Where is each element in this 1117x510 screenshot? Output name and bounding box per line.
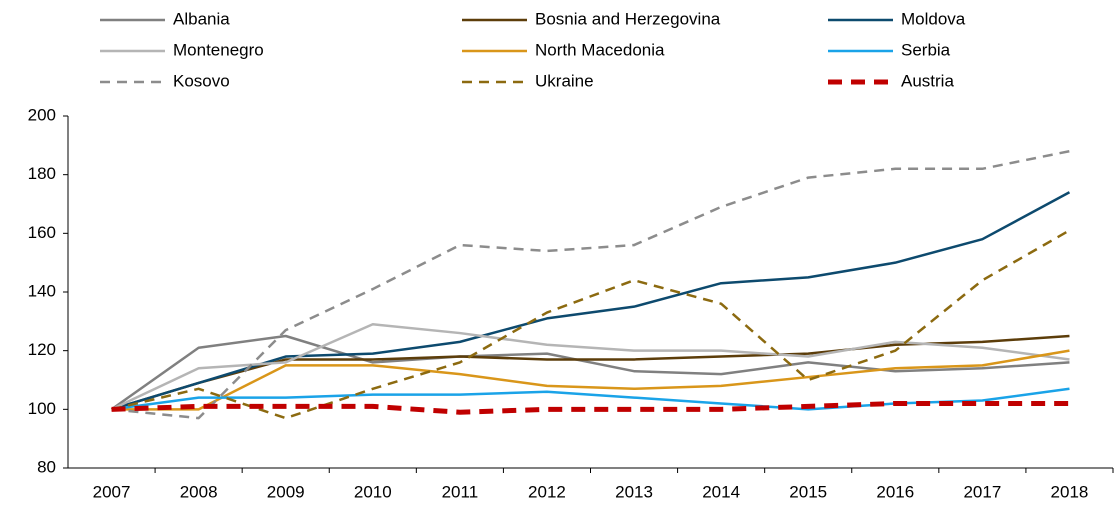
- x-tick-label: 2008: [180, 482, 218, 501]
- y-tick-label: 180: [28, 164, 56, 183]
- series-line: [111, 229, 1071, 420]
- series-line: [111, 349, 1070, 411]
- series-line: [111, 387, 1070, 411]
- x-tick-label: 2013: [615, 482, 653, 501]
- legend-label: Bosnia and Herzegovina: [535, 9, 721, 28]
- x-tick-label: 2015: [789, 482, 827, 501]
- legend-label: Serbia: [901, 40, 951, 59]
- x-tick-label: 2014: [702, 482, 740, 501]
- x-tick-label: 2009: [267, 482, 305, 501]
- x-tick-label: 2012: [528, 482, 566, 501]
- series-line: [111, 323, 1070, 411]
- y-tick-label: 200: [28, 105, 56, 124]
- legend-label: Austria: [901, 71, 954, 90]
- legend-label: Albania: [173, 9, 230, 28]
- y-tick-label: 80: [37, 457, 56, 476]
- y-tick-label: 120: [28, 340, 56, 359]
- legend-label: Ukraine: [535, 71, 594, 90]
- series-line: [111, 191, 1071, 411]
- y-tick-label: 140: [28, 281, 56, 300]
- x-tick-label: 2017: [963, 482, 1001, 501]
- x-tick-label: 2010: [354, 482, 392, 501]
- series-line: [111, 149, 1070, 420]
- y-tick-label: 160: [28, 223, 56, 242]
- x-tick-label: 2011: [442, 482, 479, 501]
- x-tick-label: 2018: [1051, 482, 1089, 501]
- legend-label: North Macedonia: [535, 40, 665, 59]
- series-line: [111, 400, 1070, 415]
- legend-label: Kosovo: [173, 71, 230, 90]
- legend-label: Moldova: [901, 9, 966, 28]
- legend-label: Montenegro: [173, 40, 264, 59]
- series-line: [110, 334, 1070, 411]
- y-tick-label: 100: [28, 399, 56, 418]
- x-tick-label: 2007: [93, 482, 131, 501]
- x-tick-label: 2016: [876, 482, 914, 501]
